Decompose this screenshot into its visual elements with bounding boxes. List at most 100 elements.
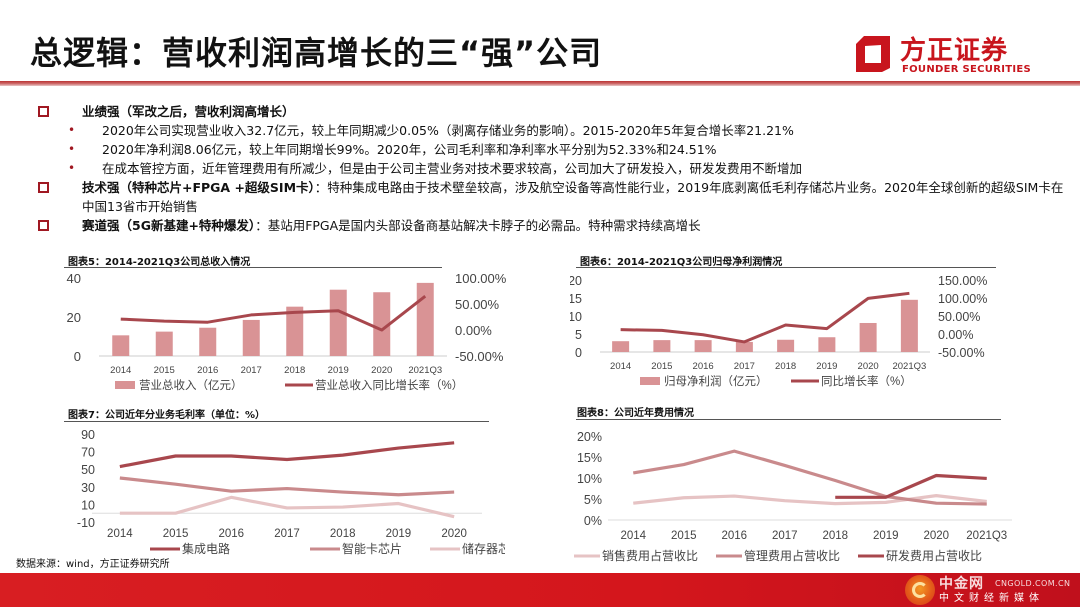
x-tick-label: 2014 [107,528,133,540]
y2-tick-label: 0.00% [455,323,492,338]
chart7-gross-margin: -10 10 30 50 70 90 2014 2015 2016 2017 2018 2019 202… [77,428,505,556]
bullet-heading: 赛道强（5G新基建+特种爆发） [82,218,256,233]
series-line-2 [119,495,455,519]
x-tick-label: 2018 [330,528,356,540]
y-tick-label: 70 [81,446,95,460]
bar-2021Q3 [900,299,918,352]
legend-label: 营业总收入（亿元） [139,378,243,392]
x-tick-label: 2019 [816,361,837,372]
data-source: 数据来源：wind，方正证券研究所 [16,559,170,570]
founder-logo: 方正证券 FOUNDER SECURITIES [848,30,1032,80]
x-tick-label: 2019 [328,365,349,376]
x-tick-label: 2014 [620,530,646,542]
y2-tick-label: 50.00% [938,310,980,324]
bullet-technology: 技术强（特种芯片+FPGA +超级SIM卡）：特种集成电路由于技术壁垒较高，涉及… [36,178,1066,216]
watermark-tagline: 中文财经新媒体 [939,593,1044,604]
chart5-revenue: 0 20 40 -50.00% 0.00% 50.00% 100.00% 2014 2015 20… [67,271,507,392]
chart5-title: 图表5：2014-2021Q3公司总收入情况 [68,257,251,268]
growth-line [620,291,910,344]
x-tick-label: 2021Q3 [408,365,442,376]
founder-logo-icon [856,36,890,72]
y-tick-label: 10 [570,310,582,324]
y2-tick-label: 0.00% [938,328,973,342]
logo-text-en: FOUNDER SECURITIES [902,64,1032,75]
y-tick-label: 30 [81,481,95,495]
sub-bullet: • 2020年净利润8.06亿元，较上年同期增长99%。2020年，公司毛利率和净… [36,140,1066,159]
sub-bullet-text: 2020年净利润8.06亿元，较上年同期增长99%。2020年，公司毛利率和净利… [102,142,717,157]
y-tick-label: 40 [67,271,81,286]
legend-label: 研发费用占营收比 [886,548,982,563]
sub-bullet-text: 在成本管控方面，近年管理费用有所减少，但是由于公司主营业务对技术要求较高，公司加… [102,161,803,176]
x-tick-label: 2018 [284,365,305,376]
bullet-heading: 技术强（特种芯片+FPGA +超级SIM卡） [82,180,315,195]
y-tick-label: 10 [81,498,95,512]
x-tick-label: 2014 [110,365,131,376]
bar-2018 [777,339,795,352]
chart8-title-rule [576,419,1001,420]
legend-bar-swatch [115,381,135,389]
y2-tick-label: 100.00% [455,271,507,286]
y-tick-label: 10% [577,472,602,486]
y-tick-label: 90 [81,428,95,442]
footer-bar [0,573,1080,607]
bullet-text: ：特种集成电路由于技术壁垒较高，涉及航空设备等高性能行业，2019年底剥离低毛利… [82,180,1064,214]
x-tick-label: 2020 [371,365,392,376]
y-tick-label: -10 [77,516,95,530]
series-line-2 [835,473,987,499]
y-tick-label: 0% [584,514,602,528]
legend-label: 销售费用占营收比 [602,548,698,563]
bullet-performance: 业绩强（军改之后，营收利润高增长） [36,102,1066,121]
x-tick-label: 2017 [772,530,798,542]
x-tick-label: 2015 [671,530,697,542]
logo-text-cn: 方正证券 [900,36,1009,66]
bar-2014 [612,341,630,352]
x-tick-label: 2018 [775,361,796,372]
chart6-title: 图表6：2014-2021Q3公司归母净利润情况 [580,257,783,268]
y-tick-label: 0 [575,346,582,360]
x-tick-label: 2015 [651,361,672,372]
dot-bullet-icon: • [68,123,76,137]
watermark-name: 中金网 [939,576,984,592]
legend-bar-swatch [640,377,660,385]
x-tick-label: 2019 [873,530,899,542]
x-tick-label: 2016 [721,530,747,542]
legend-label: 集成电路 [182,541,230,556]
chart6-title-rule [576,267,996,268]
square-bullet-icon [38,220,49,231]
bar-2020 [859,322,877,352]
x-tick-label: 2016 [197,365,218,376]
square-bullet-icon [38,182,49,193]
sub-bullet-text: 2020年公司实现营业收入32.7亿元，较上年同期减少0.05%（剥离存储业务的… [102,123,794,138]
bar-2021Q3 [416,282,434,356]
y2-tick-label: 50.00% [455,297,500,312]
x-tick-label: 2020 [858,361,879,372]
series-line-0 [119,441,455,469]
dot-bullet-icon: • [68,161,76,175]
bullet-text: ：基站用FPGA是国内头部设备商基站解决卡脖子的必需品。特种需求持续高增长 [255,218,701,233]
x-tick-label: 2020 [441,528,467,540]
watermark-url: CNGOLD.COM.CN [995,579,1071,588]
y2-tick-label: -50.00% [455,349,504,364]
bar-2017 [735,341,753,352]
sub-bullet: • 在成本管控方面，近年管理费用有所减少，但是由于公司主营业务对技术要求较高，公司… [36,159,1066,178]
legend-label: 管理费用占营收比 [744,548,840,563]
x-tick-label: 2017 [274,528,300,540]
series-line-0 [633,494,987,506]
bar-2019 [329,289,347,356]
title-divider [0,81,1080,86]
chart7-title: 图表7：公司近年分业务毛利率（单位：%） [68,410,265,421]
y-tick-label: 0 [74,349,81,364]
cngold-logo-icon [905,575,935,605]
y2-tick-label: 100.00% [938,292,987,306]
bar-2014 [112,335,130,356]
y-tick-label: 20% [577,430,602,444]
x-tick-label: 2016 [218,528,244,540]
series-line-1 [119,476,455,497]
x-tick-label: 2021Q3 [966,530,1007,542]
bar-2020 [373,292,391,356]
y-tick-label: 15% [577,451,602,465]
x-tick-label: 2019 [386,528,412,540]
x-tick-label: 2016 [693,361,714,372]
bullet-heading: 业绩强（军改之后，营收利润高增长） [82,104,295,119]
